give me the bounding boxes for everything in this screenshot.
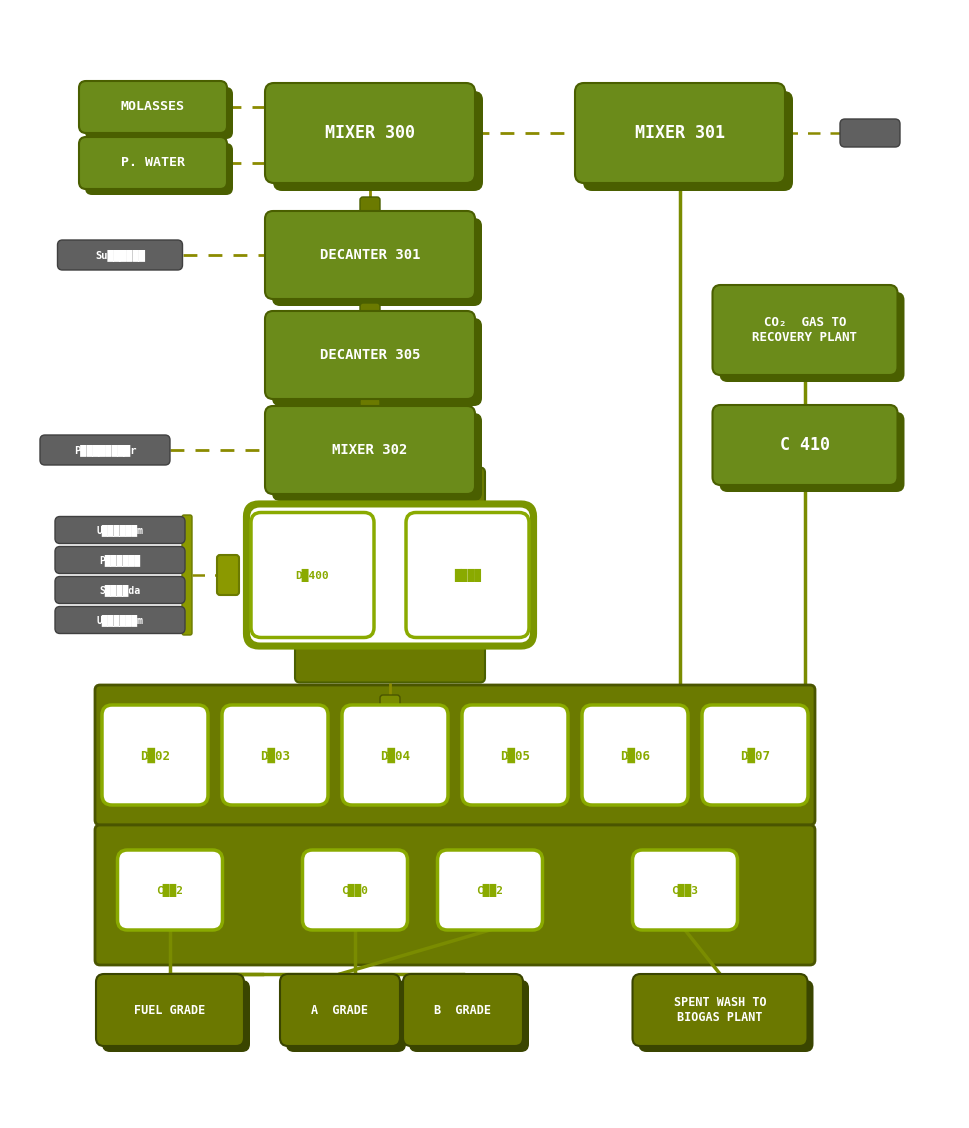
Text: S████da: S████da — [100, 584, 141, 596]
Text: U██████m: U██████m — [97, 525, 143, 536]
Text: C██2: C██2 — [477, 883, 504, 897]
FancyBboxPatch shape — [840, 118, 900, 147]
FancyBboxPatch shape — [583, 91, 793, 191]
FancyBboxPatch shape — [273, 91, 483, 191]
FancyBboxPatch shape — [265, 406, 475, 494]
FancyBboxPatch shape — [245, 502, 535, 647]
Text: MIXER 300: MIXER 300 — [325, 124, 415, 142]
FancyBboxPatch shape — [437, 851, 543, 929]
Text: MIXER 301: MIXER 301 — [635, 124, 725, 142]
FancyBboxPatch shape — [79, 81, 227, 133]
FancyBboxPatch shape — [55, 576, 185, 603]
FancyBboxPatch shape — [222, 705, 328, 805]
Text: D█05: D█05 — [500, 747, 530, 763]
Text: D█04: D█04 — [380, 747, 410, 763]
FancyBboxPatch shape — [272, 413, 482, 501]
FancyBboxPatch shape — [633, 973, 807, 1046]
Text: C 410: C 410 — [780, 437, 830, 453]
FancyBboxPatch shape — [55, 607, 185, 634]
FancyBboxPatch shape — [85, 87, 233, 139]
Text: MOLASSES: MOLASSES — [121, 100, 185, 114]
FancyBboxPatch shape — [286, 980, 406, 1052]
FancyBboxPatch shape — [342, 705, 448, 805]
Text: C██2: C██2 — [157, 883, 183, 897]
FancyBboxPatch shape — [582, 705, 688, 805]
Text: SPENT WASH TO
BIOGAS PLANT: SPENT WASH TO BIOGAS PLANT — [673, 996, 766, 1024]
FancyBboxPatch shape — [117, 851, 223, 929]
Text: DECANTER 305: DECANTER 305 — [320, 349, 421, 362]
Text: P████████r: P████████r — [74, 444, 137, 456]
FancyBboxPatch shape — [102, 980, 250, 1052]
FancyBboxPatch shape — [462, 705, 568, 805]
FancyBboxPatch shape — [182, 515, 192, 635]
FancyBboxPatch shape — [217, 555, 239, 594]
FancyBboxPatch shape — [85, 143, 233, 195]
FancyBboxPatch shape — [712, 285, 897, 374]
Text: D█02: D█02 — [140, 747, 170, 763]
FancyBboxPatch shape — [250, 508, 530, 643]
FancyBboxPatch shape — [265, 311, 475, 399]
FancyBboxPatch shape — [380, 695, 400, 710]
FancyBboxPatch shape — [55, 546, 185, 573]
FancyBboxPatch shape — [302, 851, 408, 929]
FancyBboxPatch shape — [40, 435, 170, 465]
FancyBboxPatch shape — [406, 512, 529, 637]
FancyBboxPatch shape — [272, 218, 482, 306]
FancyBboxPatch shape — [265, 83, 475, 183]
FancyBboxPatch shape — [360, 197, 380, 215]
FancyBboxPatch shape — [265, 211, 475, 299]
FancyBboxPatch shape — [360, 398, 380, 416]
Text: P. WATER: P. WATER — [121, 157, 185, 169]
FancyBboxPatch shape — [358, 467, 382, 487]
Text: DECANTER 301: DECANTER 301 — [320, 248, 421, 262]
FancyBboxPatch shape — [712, 405, 897, 485]
FancyBboxPatch shape — [720, 292, 904, 382]
Text: U██████m: U██████m — [97, 614, 143, 626]
Text: Su██████: Su██████ — [95, 249, 145, 261]
FancyBboxPatch shape — [102, 705, 208, 805]
FancyBboxPatch shape — [639, 980, 814, 1052]
Text: P██████: P██████ — [100, 554, 141, 566]
FancyBboxPatch shape — [57, 240, 182, 270]
Text: ████: ████ — [454, 569, 481, 582]
FancyBboxPatch shape — [272, 318, 482, 406]
Text: D█03: D█03 — [260, 747, 290, 763]
Text: D█07: D█07 — [740, 747, 770, 763]
FancyBboxPatch shape — [55, 517, 185, 544]
Text: D█400: D█400 — [296, 569, 329, 582]
FancyBboxPatch shape — [702, 705, 808, 805]
Text: B  GRADE: B GRADE — [434, 1004, 491, 1016]
FancyBboxPatch shape — [95, 825, 815, 964]
Text: FUEL GRADE: FUEL GRADE — [135, 1004, 205, 1016]
FancyBboxPatch shape — [360, 303, 380, 321]
FancyBboxPatch shape — [403, 973, 523, 1046]
FancyBboxPatch shape — [95, 685, 815, 825]
Text: C██0: C██0 — [341, 883, 368, 897]
Text: A  GRADE: A GRADE — [311, 1004, 368, 1016]
Text: MIXER 302: MIXER 302 — [332, 443, 408, 457]
FancyBboxPatch shape — [575, 83, 785, 183]
FancyBboxPatch shape — [409, 980, 529, 1052]
FancyBboxPatch shape — [96, 973, 244, 1046]
FancyBboxPatch shape — [295, 467, 485, 505]
Text: D█06: D█06 — [620, 747, 650, 763]
Text: C██3: C██3 — [672, 883, 699, 897]
FancyBboxPatch shape — [295, 644, 485, 682]
FancyBboxPatch shape — [633, 851, 737, 929]
FancyBboxPatch shape — [79, 136, 227, 190]
FancyBboxPatch shape — [280, 973, 400, 1046]
FancyBboxPatch shape — [251, 512, 374, 637]
Text: CO₂  GAS TO
RECOVERY PLANT: CO₂ GAS TO RECOVERY PLANT — [753, 316, 858, 344]
FancyBboxPatch shape — [720, 412, 904, 492]
